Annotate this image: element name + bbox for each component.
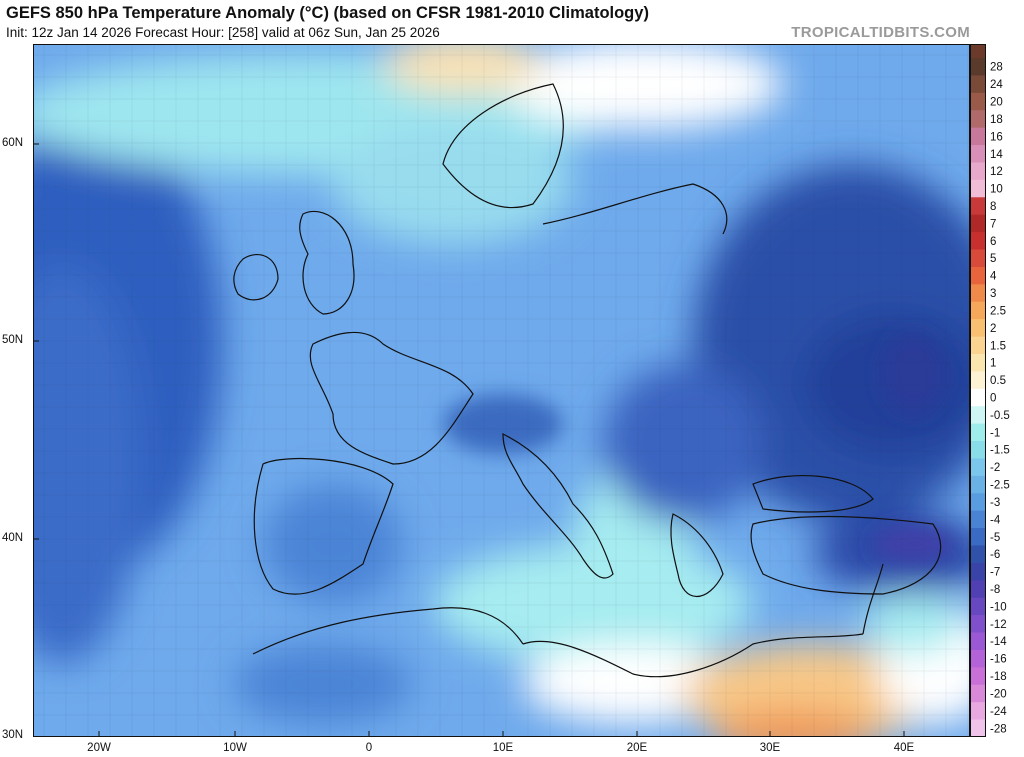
colorbar-label: -1 xyxy=(990,427,1000,439)
colorbar-swatch xyxy=(970,58,986,76)
colorbar-swatch xyxy=(970,510,986,529)
colorbar-label: 24 xyxy=(990,79,1003,91)
colorbar-label: 3 xyxy=(990,288,996,300)
colorbar-swatch xyxy=(970,719,986,737)
colorbar-label: 5 xyxy=(990,253,996,265)
colorbar-swatch xyxy=(970,406,986,425)
x-label-10e: 10E xyxy=(492,742,514,754)
colorbar-label: 14 xyxy=(990,149,1003,161)
colorbar-label: 0 xyxy=(990,393,996,405)
colorbar-label: -10 xyxy=(990,601,1007,613)
colorbar-label: -0.5 xyxy=(990,410,1010,422)
colorbar-swatch xyxy=(970,615,986,634)
colorbar-swatch xyxy=(970,197,986,216)
colorbar-label: 10 xyxy=(990,184,1003,196)
colorbar-swatch xyxy=(970,92,986,111)
colorbar-swatch xyxy=(970,336,986,355)
colorbar-swatch xyxy=(970,388,986,407)
colorbar-label: -2.5 xyxy=(990,480,1010,492)
colorbar-label: 20 xyxy=(990,97,1003,109)
y-label-60n: 60N xyxy=(2,137,24,149)
colorbar: 28 24 20 18 16 14 12 10 8 7 6 5 4 3 2.5 2 1.5 1 0.5 0 -0.5 -1… xyxy=(970,44,1010,737)
colorbar-label: -3 xyxy=(990,497,1000,509)
colorbar-swatch xyxy=(970,684,986,703)
colorbar-label: 0.5 xyxy=(990,375,1006,387)
x-label-20e: 20E xyxy=(626,742,648,754)
colorbar-swatch xyxy=(970,562,986,581)
y-label-30n: 30N xyxy=(2,729,24,741)
colorbar-label: 16 xyxy=(990,131,1003,143)
colorbar-swatch xyxy=(970,528,986,546)
colorbar-swatch xyxy=(970,110,986,129)
colorbar-label: -5 xyxy=(990,532,1000,544)
x-label-10w: 10W xyxy=(223,742,247,754)
colorbar-swatch xyxy=(970,649,986,668)
colorbar-swatch xyxy=(970,423,986,442)
map-subtitle: Init: 12z Jan 14 2026 Forecast Hour: [25… xyxy=(6,25,440,40)
colorbar-swatch xyxy=(970,632,986,651)
y-label-50n: 50N xyxy=(2,334,24,346)
colorbar-label: 28 xyxy=(990,62,1003,74)
colorbar-swatch xyxy=(970,475,986,494)
map-title: GEFS 850 hPa Temperature Anomaly (°C) (b… xyxy=(6,4,649,22)
colorbar-label: 2 xyxy=(990,323,996,335)
colorbar-swatch xyxy=(970,301,986,320)
colorbar-label: -28 xyxy=(990,723,1007,735)
colorbar-swatch xyxy=(970,145,986,163)
credit-text: TROPICALTIDBITS.COM xyxy=(791,24,970,41)
colorbar-label: 12 xyxy=(990,166,1003,178)
colorbar-label: 7 xyxy=(990,218,996,230)
colorbar-swatch xyxy=(970,353,986,372)
colorbar-swatch xyxy=(970,597,986,616)
x-label-20w: 20W xyxy=(87,742,111,754)
colorbar-swatch xyxy=(970,232,986,251)
x-label-0: 0 xyxy=(365,742,373,754)
colorbar-label: -1.5 xyxy=(990,445,1010,457)
colorbar-swatch xyxy=(970,667,986,686)
colorbar-label: 1.5 xyxy=(990,340,1006,352)
colorbar-label: 4 xyxy=(990,271,997,283)
colorbar-swatch xyxy=(970,127,986,146)
colorbar-label: -16 xyxy=(990,654,1007,666)
colorbar-swatch xyxy=(970,371,986,390)
x-label-40e: 40E xyxy=(893,742,915,754)
colorbar-label: -24 xyxy=(990,706,1007,718)
colorbar-swatch xyxy=(970,441,986,459)
colorbar-swatch xyxy=(970,284,986,303)
colorbar-swatch xyxy=(970,458,986,477)
colorbar-label: 2.5 xyxy=(990,305,1006,317)
colorbar-swatch xyxy=(970,179,986,198)
colorbar-label: -7 xyxy=(990,567,1000,579)
colorbar-label: -8 xyxy=(990,584,1000,596)
colorbar-swatch xyxy=(970,162,986,181)
anomaly-map xyxy=(33,44,970,737)
colorbar-label: 1 xyxy=(990,358,996,370)
y-label-40n: 40N xyxy=(2,532,24,544)
colorbar-swatch xyxy=(970,580,986,599)
colorbar-swatch xyxy=(970,249,986,268)
colorbar-label: -2 xyxy=(990,462,1000,474)
colorbar-label: 8 xyxy=(990,201,996,213)
colorbar-label: 18 xyxy=(990,114,1003,126)
colorbar-label: -4 xyxy=(990,514,1001,526)
x-label-30e: 30E xyxy=(759,742,781,754)
map-frame xyxy=(33,44,970,737)
colorbar-cap xyxy=(970,44,986,58)
colorbar-label: -20 xyxy=(990,688,1007,700)
colorbar-label: -14 xyxy=(990,636,1007,648)
colorbar-label: -12 xyxy=(990,619,1007,631)
colorbar-label: -6 xyxy=(990,549,1000,561)
colorbar-frame xyxy=(970,44,986,737)
colorbar-swatch xyxy=(970,319,986,338)
colorbar-swatch xyxy=(970,214,986,233)
admin-borders xyxy=(33,44,970,737)
colorbar-swatch xyxy=(970,75,986,94)
colorbar-swatch xyxy=(970,493,986,512)
colorbar-swatch xyxy=(970,545,986,564)
colorbar-swatch xyxy=(970,702,986,721)
colorbar-label: -18 xyxy=(990,671,1007,683)
colorbar-label: 6 xyxy=(990,236,996,248)
colorbar-swatch xyxy=(970,266,986,285)
